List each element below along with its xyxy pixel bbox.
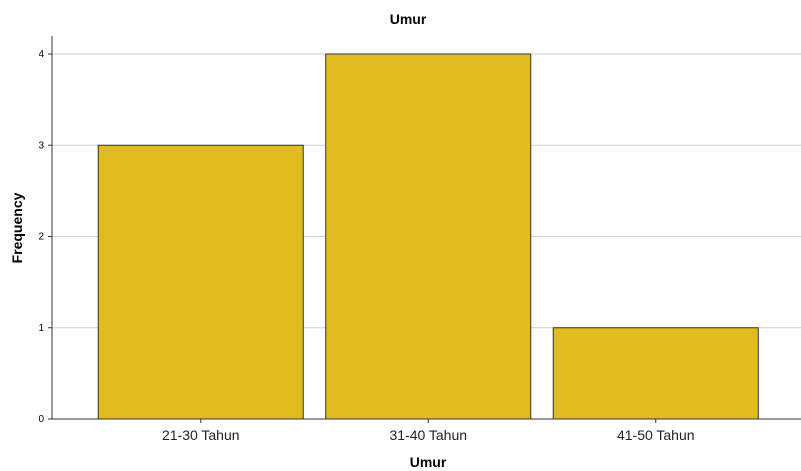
x-axis-title: Umur: [410, 454, 447, 470]
x-tick-label: 21-30 Tahun: [162, 427, 240, 443]
x-tick-labels: 21-30 Tahun 31-40 Tahun 41-50 Tahun: [162, 419, 695, 443]
y-tick-label: 1: [38, 323, 44, 334]
y-tick-label: 2: [38, 232, 44, 243]
bar-2: [325, 53, 532, 420]
y-tick-label: 4: [38, 49, 44, 60]
y-tick-label: 3: [38, 140, 44, 151]
x-tick-label: 31-40 Tahun: [389, 427, 467, 443]
y-tick-label: 0: [38, 414, 44, 425]
y-axis-title: Frequency: [9, 192, 25, 263]
bar-1: [97, 144, 304, 420]
bar-3: [552, 327, 759, 420]
x-tick-label: 41-50 Tahun: [617, 427, 695, 443]
chart-title: Umur: [390, 11, 427, 27]
y-tick-labels: 0 1 2 3 4: [38, 49, 52, 425]
